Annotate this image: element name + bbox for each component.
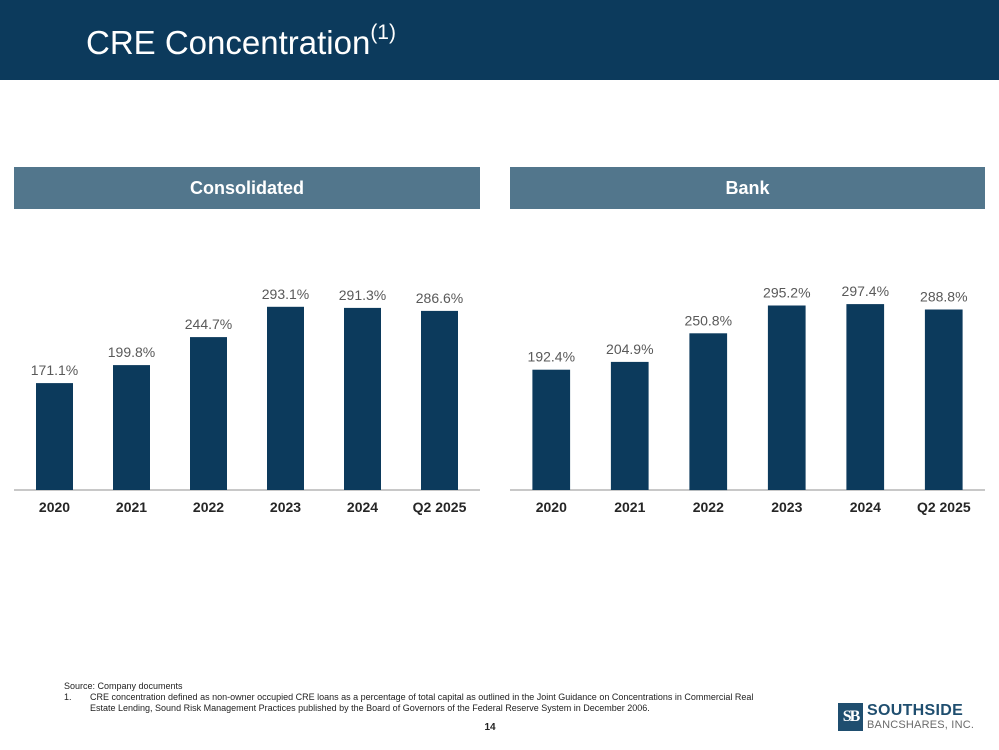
logo-mark-icon: SB: [838, 703, 863, 731]
bank-bar-5: [846, 304, 885, 490]
bank-data-label-3: 250.8%: [685, 312, 732, 328]
bank-bar-6: [924, 309, 963, 490]
bank-data-label-2: 204.9%: [606, 341, 653, 357]
consolidated-data-label-5: 291.3%: [339, 287, 386, 303]
consolidated-bar-5: [344, 307, 381, 490]
consolidated-data-label-6: 286.6%: [416, 290, 463, 306]
consolidated-data-label-3: 244.7%: [185, 316, 232, 332]
consolidated-data-label-1: 171.1%: [31, 362, 78, 378]
consolidated-bar-chart: 171.1% 2020 199.8% 2021 244.7% 2022 293.1% 2023…: [14, 286, 480, 515]
bank-tick-label-3: 2022: [693, 499, 724, 515]
bank-tick-label-4: 2023: [771, 499, 802, 515]
consolidated-bar-2: [113, 365, 150, 490]
bank-data-label-4: 295.2%: [763, 285, 810, 301]
bank-bar-2: [610, 361, 649, 490]
consolidated-tick-label-5: 2024: [347, 499, 378, 515]
bank-bar-chart: 192.4% 2020 204.9% 2021 250.8% 2022 295.2% 2023…: [510, 283, 985, 515]
consolidated-tick-label-6: Q2 2025: [413, 499, 467, 515]
consolidated-tick-label-1: 2020: [39, 499, 70, 515]
bank-tick-label-5: 2024: [850, 499, 881, 515]
page-number: 14: [484, 722, 496, 733]
consolidated-bar-6: [421, 310, 458, 490]
bank-bar-1: [532, 369, 571, 490]
page-title: CRE Concentration(1): [86, 22, 396, 61]
bank-bar-4: [767, 305, 806, 490]
consolidated-tick-label-2: 2021: [116, 499, 147, 515]
consolidated-data-label-4: 293.1%: [262, 286, 309, 302]
consolidated-panel-header: Consolidated: [14, 167, 480, 209]
bank-data-label-6: 288.8%: [920, 289, 967, 305]
consolidated-tick-label-3: 2022: [193, 499, 224, 515]
footnotes: Source: Company documents 1. CRE concent…: [64, 681, 764, 714]
page-title-text: CRE Concentration: [86, 24, 371, 61]
header-bar: CRE Concentration(1): [0, 0, 999, 80]
consolidated-tick-label-4: 2023: [270, 499, 301, 515]
bank-panel-header: Bank: [510, 167, 985, 209]
bank-tick-label-6: Q2 2025: [917, 499, 971, 515]
footnote-1-text: CRE concentration defined as non-owner o…: [90, 692, 754, 713]
consolidated-bar-1: [36, 383, 73, 490]
footnote-1-number: 1.: [64, 692, 72, 702]
footnote-1: 1. CRE concentration defined as non-owne…: [64, 692, 764, 714]
consolidated-bar-4: [267, 306, 304, 490]
consolidated-bar-3: [190, 337, 227, 490]
bank-tick-label-1: 2020: [536, 499, 567, 515]
title-footnote-marker: (1): [370, 21, 396, 44]
bank-data-label-1: 192.4%: [528, 349, 575, 365]
bank-tick-label-2: 2021: [614, 499, 645, 515]
bank-bar-3: [689, 333, 728, 491]
southside-logo: SB SOUTHSIDE BANCSHARES, INC.: [838, 702, 978, 733]
source-note: Source: Company documents: [64, 681, 183, 691]
consolidated-data-label-2: 199.8%: [108, 344, 155, 360]
logo-line-1: SOUTHSIDE: [867, 702, 964, 719]
logo-line-2: BANCSHARES, INC.: [867, 719, 975, 731]
bank-data-label-5: 297.4%: [842, 283, 889, 299]
